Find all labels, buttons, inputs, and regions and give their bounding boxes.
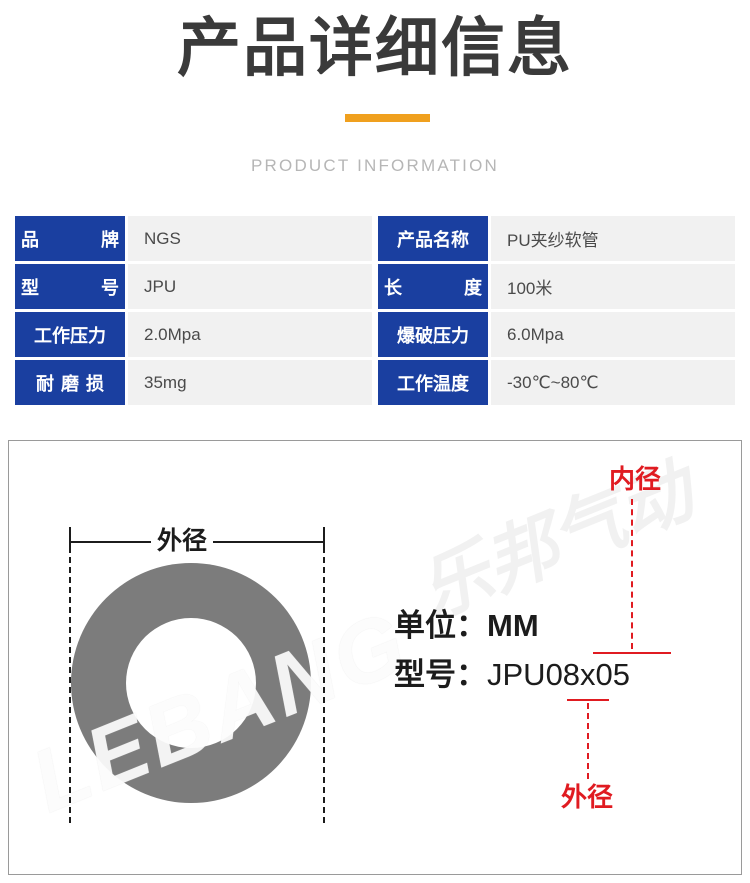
spec-pair-right: 产品名称 PU夹纱软管 <box>378 216 735 261</box>
leader-line-inner-diameter <box>631 499 633 649</box>
extension-line-left <box>69 527 71 823</box>
spec-table: 品 牌 NGS 产品名称 PU夹纱软管 型 号 JPU 长 度 100米 工作压… <box>15 216 735 408</box>
spec-pair-right: 长 度 100米 <box>378 264 735 309</box>
leader-label-inner-diameter: 内径 <box>609 464 662 494</box>
spec-pair-right: 爆破压力 6.0Mpa <box>378 312 735 357</box>
extension-line-right <box>323 527 325 823</box>
spec-value-working-pressure: 2.0Mpa <box>128 312 372 357</box>
leader-underline-outer-diameter <box>567 699 609 701</box>
spec-label-working-pressure: 工作压力 <box>15 312 125 357</box>
spec-value-burst-pressure: 6.0Mpa <box>491 312 735 357</box>
spec-pair-left: 耐磨损 35mg <box>15 360 372 405</box>
page-title: 产品详细信息 <box>177 12 573 84</box>
diagram-canvas: LEBANG LEBANG 乐邦气动 外径 单位：MM 型号：JPU08x05 … <box>9 441 741 874</box>
spec-label-abrasion: 耐磨损 <box>15 360 125 405</box>
leader-line-outer-diameter <box>587 703 589 779</box>
table-row: 耐磨损 35mg 工作温度 -30℃~80℃ <box>15 360 735 405</box>
model-line: 型号：JPU08x05 <box>394 650 630 699</box>
page-subtitle: PRODUCT INFORMATION <box>251 156 499 175</box>
dimension-cap-left <box>69 531 71 553</box>
table-row: 品 牌 NGS 产品名称 PU夹纱软管 <box>15 216 735 261</box>
dimension-cap-right <box>323 531 325 553</box>
spec-label-burst-pressure: 爆破压力 <box>378 312 488 357</box>
hose-bore-hole <box>126 618 256 748</box>
page-header: 产品详细信息 PRODUCT INFORMATION <box>0 0 750 200</box>
title-accent-rule <box>345 114 430 122</box>
spec-label-model: 型 号 <box>15 264 125 309</box>
spec-label-product-name: 产品名称 <box>378 216 488 261</box>
unit-line: 单位：MM <box>394 601 630 650</box>
spec-value-product-name: PU夹纱软管 <box>491 216 735 261</box>
spec-label-length: 长 度 <box>378 264 488 309</box>
spec-pair-left: 型 号 JPU <box>15 264 372 309</box>
dimension-label-outer-diameter: 外径 <box>151 524 214 558</box>
spec-pair-left: 工作压力 2.0Mpa <box>15 312 372 357</box>
leader-underline-inner-diameter <box>593 652 671 654</box>
spec-value-model: JPU <box>128 264 372 309</box>
table-row: 工作压力 2.0Mpa 爆破压力 6.0Mpa <box>15 312 735 357</box>
spec-value-abrasion: 35mg <box>128 360 372 405</box>
dimension-diagram-panel: LEBANG LEBANG 乐邦气动 外径 单位：MM 型号：JPU08x05 … <box>8 440 742 875</box>
unit-label: 单位： <box>394 608 487 643</box>
model-value: JPU08x05 <box>487 657 631 692</box>
spec-label-brand: 品 牌 <box>15 216 125 261</box>
model-label: 型号： <box>394 657 487 692</box>
spec-value-working-temperature: -30℃~80℃ <box>491 360 735 405</box>
spec-value-brand: NGS <box>128 216 372 261</box>
table-row: 型 号 JPU 长 度 100米 <box>15 264 735 309</box>
diagram-spec-text: 单位：MM 型号：JPU08x05 <box>394 601 630 699</box>
spec-pair-left: 品 牌 NGS <box>15 216 372 261</box>
leader-label-outer-diameter: 外径 <box>561 782 614 812</box>
spec-label-working-temperature: 工作温度 <box>378 360 488 405</box>
unit-value: MM <box>487 608 539 643</box>
spec-pair-right: 工作温度 -30℃~80℃ <box>378 360 735 405</box>
spec-value-length: 100米 <box>491 264 735 309</box>
